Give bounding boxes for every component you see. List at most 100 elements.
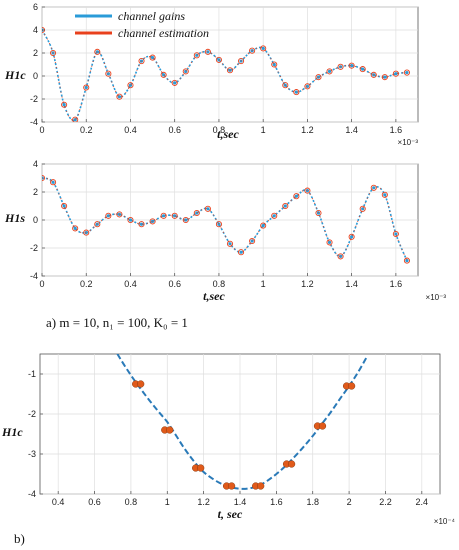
channel-estimation-marker [260, 222, 267, 229]
channel-gains-point [184, 218, 188, 222]
series-clip [42, 26, 410, 122]
channel-estimation-marker [166, 426, 174, 434]
channel-gains-point [338, 65, 343, 69]
top-series [42, 26, 410, 122]
channel-gains-point [327, 240, 332, 244]
y-tick-label: -2 [30, 243, 38, 253]
bottom-x-ticks: 0.4 0.6 0.8 1 1.2 1.4 1.6 1.8 2 2.2 2.4 [52, 491, 428, 507]
middle-x-exponent: ×10⁻³ [426, 293, 447, 302]
x-tick-label: 1 [261, 125, 266, 135]
x-tick-label: 0.8 [125, 497, 138, 507]
channel-estimation-marker [348, 62, 355, 69]
y-tick-label: -4 [30, 271, 38, 281]
channel-estimation-marker [204, 48, 211, 55]
channel-estimation-marker [238, 58, 245, 65]
channel-estimation-marker [315, 209, 322, 217]
channel-gains-point [206, 50, 210, 54]
channel-estimation-marker [238, 249, 245, 256]
channel-estimation-marker [381, 191, 388, 198]
middle-series [42, 174, 410, 264]
channel-estimation-marker [370, 184, 377, 191]
channel-estimation-marker [204, 205, 211, 212]
channel-estimation-marker [282, 82, 289, 89]
x-tick-label: 1.4 [345, 125, 358, 135]
y-tick-label: 0 [33, 215, 38, 225]
channel-estimation-marker [193, 52, 200, 59]
channel-estimation-marker [94, 221, 101, 228]
top-plot-area [41, 6, 419, 123]
channel-estimation-marker [271, 212, 278, 219]
x-tick-label: 0 [39, 125, 44, 135]
channel-gains-point [95, 222, 99, 226]
channel-estimation-marker [138, 221, 145, 228]
series-line-channel-gains [42, 177, 408, 261]
channel-gains-point [261, 224, 265, 228]
channel-gains-point [228, 242, 232, 246]
y-tick-label: 4 [33, 159, 38, 169]
channel-estimation-marker [403, 257, 410, 264]
channel-gains-point [62, 204, 66, 208]
middle-chart: 0 0.2 0.4 0.6 0.8 1 1.2 1.4 1.6 -4 -2 0 2 4 t,sec H1… [4, 159, 446, 303]
y-tick-label: -2 [28, 409, 36, 419]
channel-gains-point [350, 235, 354, 239]
channel-gains-point [184, 69, 188, 73]
channel-estimation-marker [348, 233, 355, 240]
channel-estimation-marker [193, 209, 200, 217]
x-tick-label: 1.2 [301, 125, 314, 135]
channel-estimation-marker [304, 187, 311, 194]
channel-estimation-marker [318, 422, 327, 430]
bottom-y-ticks: -4 -3 -2 -1 [28, 369, 43, 499]
x-tick-label: 0.4 [124, 279, 137, 289]
channel-gains-point [62, 103, 66, 107]
x-tick-label: 1 [261, 279, 266, 289]
x-tick-label: 1.8 [306, 497, 319, 507]
channel-estimation-marker [72, 225, 79, 232]
channel-gains-point [150, 56, 155, 60]
x-tick-label: 0.8 [213, 279, 226, 289]
channel-estimation-marker [326, 239, 333, 246]
channel-estimation-marker [105, 212, 112, 219]
channel-estimation-marker [304, 83, 311, 90]
channel-estimation-marker [171, 212, 178, 219]
channel-gains-point [405, 259, 409, 263]
top-grid [41, 6, 418, 123]
bottom-x-exponent: ×10⁻⁴ [434, 517, 456, 526]
y-tick-label: 2 [33, 187, 38, 197]
channel-estimation-marker [127, 216, 134, 224]
channel-estimation-marker [105, 70, 112, 77]
y-tick-label: -4 [30, 117, 38, 127]
channel-gains-point [394, 72, 398, 76]
middle-x-ticks: 0 0.2 0.4 0.6 0.8 1 1.2 1.4 1.6 [39, 273, 402, 289]
channel-gains-point [405, 70, 409, 75]
bottom-y-axis-label: H1c [1, 425, 23, 439]
caption-a: a) m = 10, n₁ = 100, K₀ = 1 [46, 315, 188, 330]
channel-estimation-marker [83, 229, 90, 236]
middle-x-axis-label: t,sec [203, 289, 225, 303]
channel-gains-point [272, 214, 276, 218]
series-line-channel-gains [116, 354, 369, 490]
channel-gains-point [128, 218, 133, 222]
channel-gains-point [294, 90, 298, 94]
channel-gains-point [51, 180, 55, 184]
channel-estimation-marker [381, 74, 388, 81]
x-tick-label: 1.2 [197, 497, 210, 507]
channel-estimation-marker [293, 193, 300, 200]
channel-estimation-marker [370, 71, 377, 78]
channel-estimation-marker [282, 202, 289, 210]
channel-estimation-marker [271, 61, 278, 68]
channel-gains-point [361, 67, 365, 71]
channel-estimation-marker [72, 116, 79, 122]
channel-gains-point [383, 193, 387, 197]
channel-estimation-marker [50, 179, 57, 186]
top-x-exponent: ×10⁻³ [398, 138, 419, 147]
series-clip [116, 354, 369, 490]
channel-gains-point [239, 59, 243, 63]
x-tick-label: 0.6 [168, 279, 181, 289]
channel-gains-point [173, 81, 177, 85]
channel-gains-point [217, 58, 221, 62]
x-tick-label: 1.4 [345, 279, 358, 289]
x-tick-label: 0.2 [80, 279, 93, 289]
channel-gains-point [327, 69, 332, 73]
channel-estimation-marker [392, 230, 399, 238]
y-tick-label: -2 [30, 94, 38, 104]
